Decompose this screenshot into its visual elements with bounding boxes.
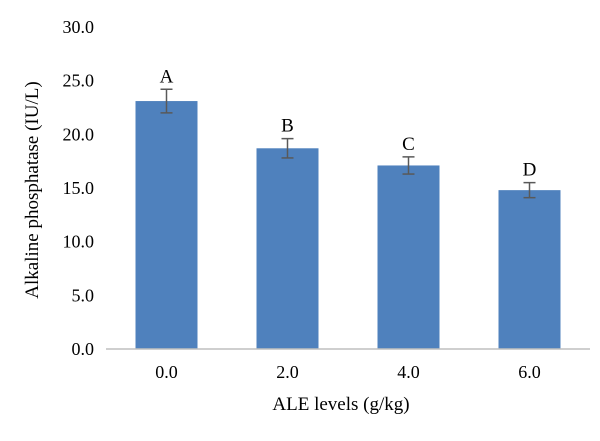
y-tick-label: 0.0 [72, 339, 95, 359]
x-tick-label: 0.0 [155, 362, 178, 382]
error-bar-4-0 [402, 156, 415, 175]
y-tick-label: 25.0 [63, 71, 95, 91]
bar-6-0 [498, 190, 561, 349]
significance-label: B [281, 116, 294, 137]
x-tick-label: 2.0 [276, 362, 299, 382]
y-axis-ticks: 0.0 5.0 10.0 15.0 20.0 25.0 30.0 [63, 17, 95, 359]
bars-group [135, 101, 561, 349]
x-tick-label: 4.0 [397, 362, 420, 382]
x-tick-label: 6.0 [518, 362, 541, 382]
error-bar-2-0 [281, 137, 294, 159]
bar-2-0 [256, 148, 319, 349]
x-axis-label: ALE levels (g/kg) [272, 394, 409, 415]
y-tick-label: 15.0 [63, 178, 95, 198]
bar-0-0 [135, 101, 198, 349]
y-tick-label: 10.0 [63, 232, 95, 252]
error-bar-6-0 [523, 181, 536, 199]
significance-label: C [402, 134, 415, 155]
x-axis-ticks: 0.0 2.0 4.0 6.0 [155, 362, 541, 382]
y-tick-label: 30.0 [63, 17, 95, 37]
bar-4-0 [377, 165, 440, 349]
y-axis-label: Alkaline phosphatase (IU/L) [22, 81, 43, 298]
significance-labels-group: A B C D [160, 66, 537, 180]
significance-label: A [160, 66, 174, 87]
error-bar-0-0 [160, 88, 173, 114]
significance-label: D [523, 160, 537, 181]
y-tick-label: 5.0 [72, 285, 95, 305]
y-tick-label: 20.0 [63, 124, 95, 144]
error-bars-group [160, 88, 536, 199]
